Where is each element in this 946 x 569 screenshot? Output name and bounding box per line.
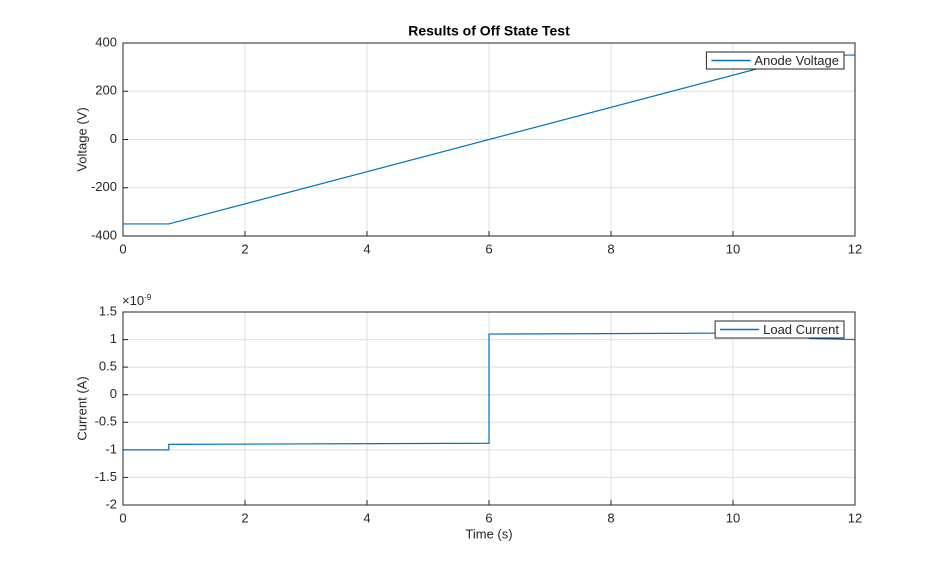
x-tick-label: 12	[848, 241, 862, 256]
x-tick-label: 10	[726, 510, 740, 525]
legend-box	[705, 51, 845, 70]
x-tick-label: 6	[485, 510, 492, 525]
y-tick-label: -0.5	[95, 414, 117, 429]
y-tick-label: 1	[110, 331, 117, 346]
y-tick-label: 0.5	[99, 359, 117, 374]
y-tick-label: 0	[110, 386, 117, 401]
y-tick-label: 400	[95, 34, 117, 49]
x-tick-label: 6	[485, 241, 492, 256]
y-tick-label: -2	[105, 496, 117, 511]
exponent-base: ×10	[122, 293, 144, 308]
x-axis-label: Time (s)	[465, 526, 512, 541]
x-tick-label: 0	[119, 510, 126, 525]
axes-box	[122, 42, 856, 237]
exponent: -9	[144, 293, 152, 302]
legend-label: Load Current	[763, 322, 839, 337]
y-axis-label: Current (A)	[74, 376, 89, 440]
y-tick-label: -400	[91, 227, 117, 242]
y-tick-label: 0	[110, 131, 117, 146]
x-tick-label: 0	[119, 241, 126, 256]
x-tick-label: 10	[726, 241, 740, 256]
y-axis-label: Voltage (V)	[74, 107, 89, 171]
x-tick-label: 12	[848, 510, 862, 525]
y-tick-label: 200	[95, 83, 117, 98]
chart-title: Results of Off State Test	[408, 23, 570, 39]
y-tick-label: -1	[105, 441, 117, 456]
y-tick-label: -200	[91, 179, 117, 194]
x-tick-label: 8	[607, 510, 614, 525]
y-tick-label: 1.5	[99, 303, 117, 318]
x-tick-label: 2	[241, 510, 248, 525]
axes-box	[122, 311, 856, 506]
x-tick-label: 4	[363, 241, 370, 256]
legend-box	[714, 320, 845, 339]
x-tick-label: 8	[607, 241, 614, 256]
legend-label: Anode Voltage	[754, 53, 839, 68]
x-tick-label: 2	[241, 241, 248, 256]
axis-exponent: ×10-9	[122, 293, 152, 308]
x-tick-label: 4	[363, 510, 370, 525]
y-tick-label: -1.5	[95, 469, 117, 484]
